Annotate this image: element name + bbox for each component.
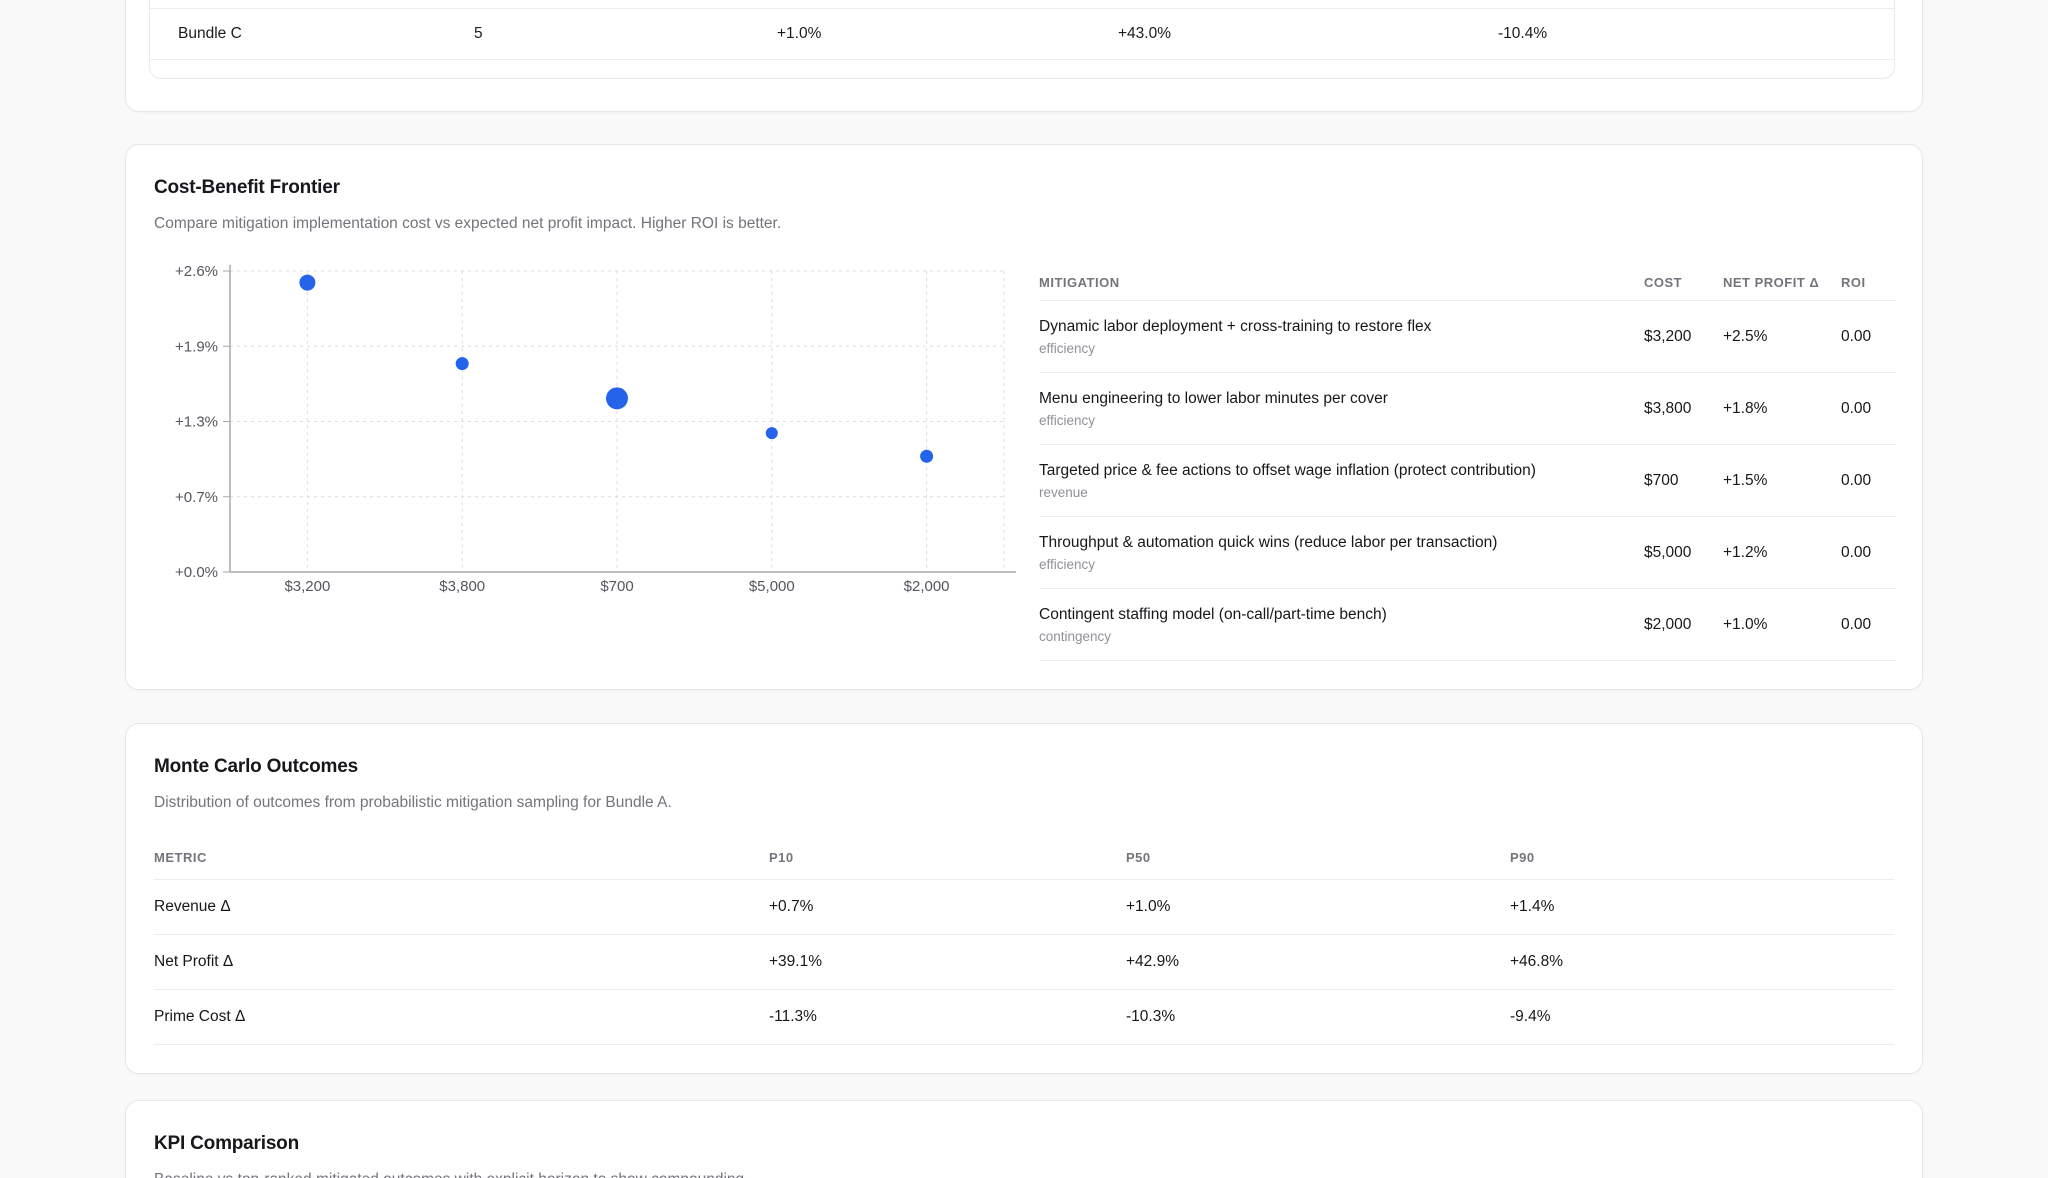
monte-carlo-subtitle: Distribution of outcomes from probabilis…	[154, 794, 672, 811]
mitigation-table: MITIGATION COST NET PROFIT Δ ROI Dynamic…	[1039, 265, 1896, 661]
monte-carlo-card: Monte Carlo Outcomes Distribution of out…	[125, 723, 1923, 1074]
mitigation-table-header: MITIGATION COST NET PROFIT Δ ROI	[1039, 265, 1896, 301]
outcomes-table-header: METRIC P10 P50 P90	[154, 836, 1894, 880]
y-tick-label: +0.0%	[175, 564, 218, 581]
mitigation-name: Targeted price & fee actions to offset w…	[1039, 461, 1536, 479]
y-tick-label: +2.6%	[175, 263, 218, 280]
mitigation-name-cell: Dynamic labor deployment + cross-trainin…	[1039, 318, 1644, 356]
table-row: Menu engineering to lower labor minutes …	[1039, 373, 1896, 445]
mitigation-cost: $5,000	[1644, 543, 1692, 561]
mitigation-name-cell: Menu engineering to lower labor minutes …	[1039, 390, 1644, 428]
col-cost: COST	[1644, 275, 1683, 290]
scatter-point[interactable]	[299, 274, 316, 291]
mitigation-category: efficiency	[1039, 556, 1096, 572]
bundle-prime-cost-delta: -10.4%	[1498, 25, 1548, 42]
col-p90: P90	[1510, 850, 1535, 865]
mitigation-cost: $3,800	[1644, 399, 1692, 417]
bundles-card: Bundle C 5 +1.0% +43.0% -10.4%	[125, 0, 1923, 112]
metric-p10: +39.1%	[769, 953, 823, 970]
frontier-card: Cost-Benefit Frontier Compare mitigation…	[125, 144, 1923, 690]
mitigation-category: efficiency	[1039, 412, 1096, 428]
mitigation-name: Contingent staffing model (on-call/part-…	[1039, 605, 1387, 623]
metric-name: Net Profit Δ	[154, 953, 234, 970]
metric-p50: -10.3%	[1126, 1008, 1176, 1025]
table-row: Dynamic labor deployment + cross-trainin…	[1039, 301, 1896, 373]
mitigation-cost: $2,000	[1644, 615, 1692, 633]
metric-p10: -11.3%	[769, 1008, 817, 1025]
mitigation-net-profit: +1.0%	[1723, 615, 1768, 633]
scatter-point[interactable]	[765, 427, 778, 440]
mitigation-net-profit: +1.8%	[1723, 399, 1768, 417]
page-title-kpi: KPI Comparison	[154, 1133, 299, 1154]
y-tick-label: +0.7%	[175, 489, 218, 506]
scatter-point[interactable]	[455, 357, 469, 371]
col-p50: P50	[1126, 850, 1151, 865]
scatter-point[interactable]	[920, 449, 934, 463]
col-net-profit: NET PROFIT Δ	[1723, 275, 1820, 290]
table-row: Revenue Δ +0.7% +1.0% +1.4%	[154, 880, 1894, 935]
mitigation-net-profit: +1.5%	[1723, 471, 1768, 489]
mitigation-roi: 0.00	[1841, 399, 1872, 417]
mitigation-roi: 0.00	[1841, 471, 1872, 489]
x-tick-label: $2,000	[904, 578, 950, 595]
y-tick-label: +1.9%	[175, 338, 218, 355]
col-mitigation: MITIGATION	[1039, 275, 1120, 290]
metric-name: Prime Cost Δ	[154, 1008, 246, 1025]
bundle-net-profit-delta: +43.0%	[1118, 25, 1172, 42]
mitigation-name: Throughput & automation quick wins (redu…	[1039, 533, 1498, 551]
table-row: Net Profit Δ +39.1% +42.9% +46.8%	[154, 935, 1894, 990]
metric-p90: +46.8%	[1510, 953, 1564, 970]
mitigation-category: efficiency	[1039, 340, 1096, 356]
table-row: Targeted price & fee actions to offset w…	[1039, 445, 1896, 517]
x-tick-label: $3,800	[439, 578, 485, 595]
metric-p90: +1.4%	[1510, 898, 1555, 915]
mitigation-net-profit: +2.5%	[1723, 327, 1768, 345]
mitigation-category: contingency	[1039, 628, 1112, 644]
y-tick-label: +1.3%	[175, 414, 218, 431]
mitigation-roi: 0.00	[1841, 543, 1872, 561]
mitigation-cost: $700	[1644, 471, 1679, 489]
outcomes-table: METRIC P10 P50 P90 Revenue Δ +0.7% +1.0%…	[154, 836, 1894, 1045]
metric-p50: +42.9%	[1126, 953, 1180, 970]
mitigation-roi: 0.00	[1841, 615, 1872, 633]
metric-p90: -9.4%	[1510, 1008, 1551, 1025]
mitigation-name-cell: Targeted price & fee actions to offset w…	[1039, 462, 1644, 500]
kpi-comparison-card: KPI Comparison Baseline vs top-ranked mi…	[125, 1100, 1923, 1178]
mitigation-name: Dynamic labor deployment + cross-trainin…	[1039, 317, 1432, 335]
bundle-revenue-delta: +1.0%	[777, 25, 822, 42]
metric-name: Revenue Δ	[154, 898, 231, 915]
mitigation-cost: $3,200	[1644, 327, 1692, 345]
bundles-table: Bundle C 5 +1.0% +43.0% -10.4%	[149, 0, 1895, 79]
table-row: Bundle C 5 +1.0% +43.0% -10.4%	[150, 8, 1894, 60]
table-row: Contingent staffing model (on-call/part-…	[1039, 589, 1896, 661]
metric-p10: +0.7%	[769, 898, 814, 915]
x-tick-label: $5,000	[749, 578, 795, 595]
col-roi: ROI	[1841, 275, 1866, 290]
x-tick-label: $700	[600, 578, 633, 595]
mitigation-roi: 0.00	[1841, 327, 1872, 345]
mitigation-name-cell: Throughput & automation quick wins (redu…	[1039, 534, 1644, 572]
bundle-name: Bundle C	[178, 25, 242, 42]
x-tick-label: $3,200	[284, 578, 330, 595]
col-metric: METRIC	[154, 850, 207, 865]
mitigation-category: revenue	[1039, 484, 1088, 500]
scatter-point[interactable]	[606, 387, 628, 410]
table-row: Throughput & automation quick wins (redu…	[1039, 517, 1896, 589]
kpi-subtitle: Baseline vs top-ranked mitigated outcome…	[154, 1171, 748, 1178]
table-row: Prime Cost Δ -11.3% -10.3% -9.4%	[154, 990, 1894, 1045]
page-title-monte-carlo: Monte Carlo Outcomes	[154, 756, 358, 777]
mitigation-name: Menu engineering to lower labor minutes …	[1039, 389, 1388, 407]
cost-benefit-scatter-chart: +0.0% +0.7% +1.3% +1.9% +2.6% $3,200 $3,800 $70…	[175, 263, 1016, 595]
col-p10: P10	[769, 850, 794, 865]
metric-p50: +1.0%	[1126, 898, 1171, 915]
mitigation-net-profit: +1.2%	[1723, 543, 1768, 561]
page-title-frontier: Cost-Benefit Frontier	[154, 177, 340, 198]
bundle-mitigations-count: 5	[474, 25, 483, 42]
mitigation-name-cell: Contingent staffing model (on-call/part-…	[1039, 606, 1644, 644]
frontier-subtitle: Compare mitigation implementation cost v…	[154, 215, 782, 232]
